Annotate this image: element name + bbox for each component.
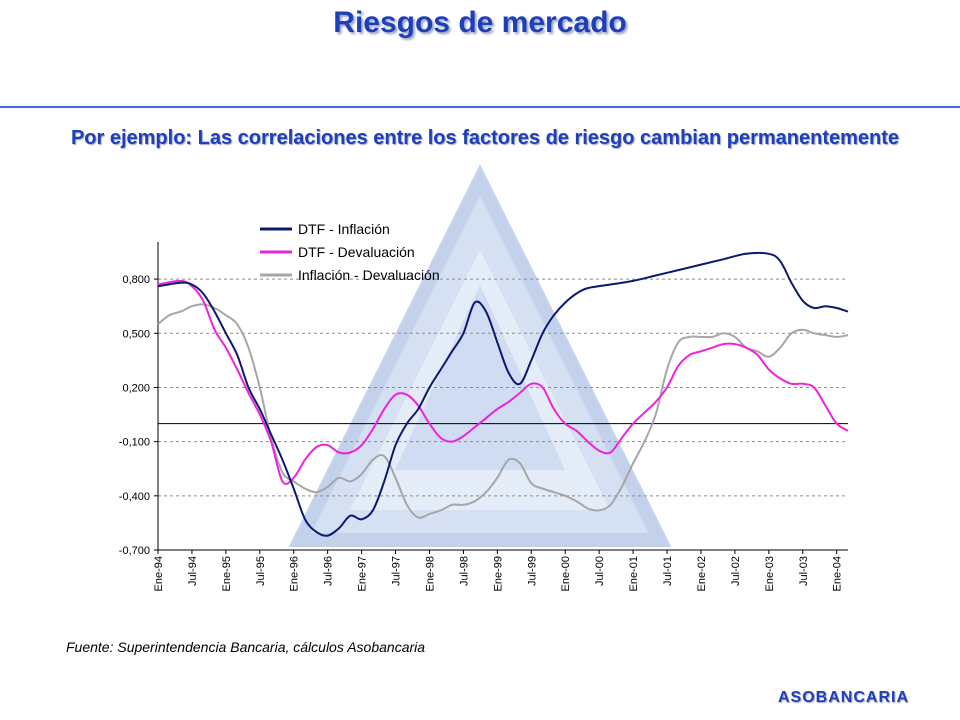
- x-tick-label: Ene-99: [492, 556, 504, 591]
- y-tick-label: -0,100: [119, 437, 150, 449]
- correlation-chart: 0,800 0,500 0,200 -0,100 -0,400 -0,700 Ene-94…: [119, 221, 849, 591]
- x-tick-label: Ene-02: [696, 556, 708, 591]
- x-tick-label: Jul-00: [594, 556, 606, 586]
- x-axis-ticks: Ene-94 Jul-94 Ene-95 Jul-95 Ene-96 Jul-96 Ene-…: [153, 550, 844, 591]
- chart-legend: DTF - Inflación DTF - Devaluación Inflació…: [260, 221, 440, 283]
- x-tick-label: Jul-01: [662, 556, 674, 586]
- x-tick-label: Ene-94: [153, 556, 165, 591]
- x-tick-label: Ene-96: [289, 556, 301, 591]
- x-tick-label: Ene-95: [221, 556, 233, 591]
- series-line-1: [157, 252, 849, 537]
- y-tick-label: 0,500: [122, 328, 150, 340]
- y-tick-label: 0,800: [122, 274, 150, 286]
- chart-series: [157, 252, 849, 537]
- chart-subtitle: Por ejemplo: Las correlaciones entre los…: [70, 127, 900, 149]
- legend-label: DTF - Devaluación: [298, 244, 415, 260]
- x-tick-label: Jul-96: [323, 556, 335, 586]
- brand-logo-text: ASOBANCARIA: [778, 689, 909, 706]
- x-tick-label: Ene-03: [764, 556, 776, 591]
- x-tick-label: Ene-04: [832, 556, 844, 591]
- x-tick-label: Jul-02: [730, 556, 742, 586]
- y-tick-label: -0,700: [119, 545, 150, 557]
- source-note: Fuente: Superintendencia Bancaria, cálcu…: [66, 639, 426, 655]
- y-tick-label: 0,200: [122, 382, 150, 394]
- x-tick-label: Ene-98: [424, 556, 436, 591]
- x-tick-label: Jul-94: [187, 556, 199, 586]
- chart-axes: [157, 242, 848, 551]
- x-tick-label: Jul-95: [255, 556, 267, 586]
- x-tick-label: Jul-99: [526, 556, 538, 586]
- legend-label: DTF - Inflación: [298, 221, 390, 237]
- x-tick-label: Jul-03: [798, 556, 810, 586]
- page-title: Riesgos de mercado: [333, 6, 627, 39]
- y-axis-ticks: 0,800 0,500 0,200 -0,100 -0,400 -0,700: [119, 274, 158, 557]
- series-line-2: [157, 279, 849, 485]
- x-tick-label: Ene-00: [560, 556, 572, 591]
- y-tick-label: -0,400: [119, 491, 150, 503]
- legend-label: Inflación - Devaluación: [298, 267, 440, 283]
- title-divider: [0, 106, 960, 108]
- x-tick-label: Jul-97: [391, 556, 403, 586]
- x-tick-label: Jul-98: [458, 556, 470, 586]
- x-tick-label: Ene-97: [357, 556, 369, 591]
- x-tick-label: Ene-01: [628, 556, 640, 591]
